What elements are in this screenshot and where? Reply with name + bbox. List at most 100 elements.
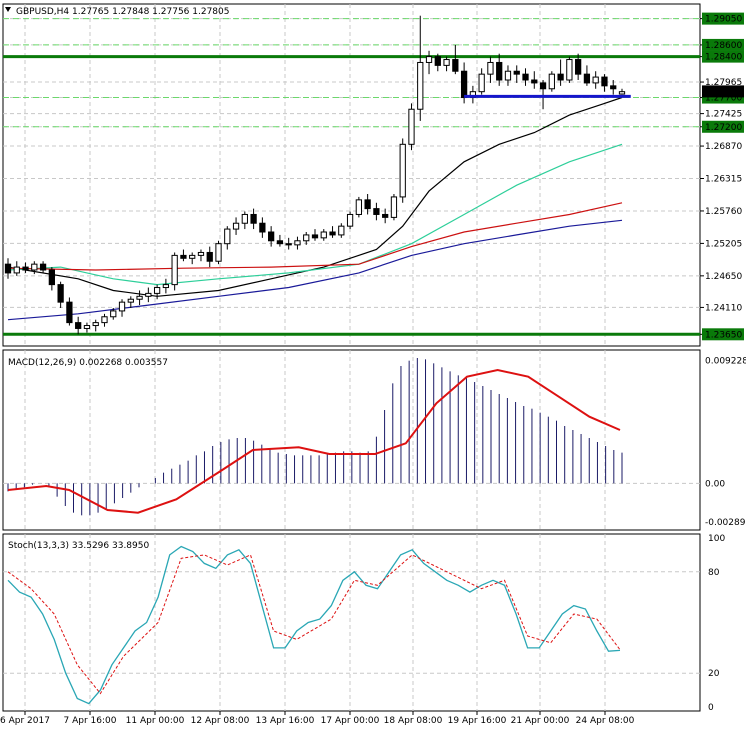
level-price-tag <box>702 120 744 133</box>
candle-body <box>268 231 275 242</box>
candle-body <box>557 73 564 81</box>
candle-body <box>66 301 73 324</box>
candle-body <box>311 234 319 239</box>
candle-body <box>364 199 371 210</box>
candle-body <box>575 59 582 75</box>
candle-body <box>145 292 152 297</box>
x-tick-label: 17 Apr 00:00 <box>321 716 380 726</box>
candle-body <box>434 56 441 66</box>
candle-body <box>197 251 205 256</box>
x-tick-label: 21 Apr 00:00 <box>511 716 570 726</box>
level-price-tag <box>702 38 744 51</box>
candle-body <box>601 76 608 87</box>
stoch-y-tick-label: 80 <box>708 568 720 578</box>
candle-body <box>171 254 178 286</box>
candle-body <box>583 73 591 84</box>
candle-body <box>452 59 459 72</box>
price-panel-frame <box>2 3 701 347</box>
candle-body <box>39 263 47 271</box>
macd-y-tick-label: -0.002895 <box>705 518 746 528</box>
y-tick-label: 1.26870 <box>705 142 742 152</box>
macd-y-tick-label: 0.00 <box>705 479 725 489</box>
x-tick-label: 12 Apr 08:00 <box>191 716 250 726</box>
candle-body <box>22 266 29 271</box>
candle-body <box>346 213 354 227</box>
candle-body <box>513 70 520 75</box>
candle-body <box>390 196 398 218</box>
candle-body <box>355 199 362 215</box>
triangle-down-icon <box>5 7 11 12</box>
candle-body <box>101 316 108 324</box>
current-price-tag <box>702 85 744 98</box>
candle-body <box>399 143 406 198</box>
candle-body <box>618 91 626 95</box>
level-price-label: 1.23650 <box>705 330 742 340</box>
candle-body <box>215 243 222 262</box>
candle-body <box>285 243 292 246</box>
candle-body <box>118 301 126 312</box>
candle-body <box>548 73 555 90</box>
candle-body <box>425 56 433 63</box>
candle-body <box>610 85 617 90</box>
y-tick-label: 1.27425 <box>705 110 742 120</box>
candle-body <box>232 222 240 230</box>
macd-title: MACD(12,26,9) 0.002268 0.003557 <box>8 358 168 368</box>
candle-body <box>259 222 266 233</box>
candle-body <box>13 266 20 274</box>
macd-panel-frame <box>2 349 701 531</box>
candle-body <box>478 73 485 93</box>
candle-body <box>250 213 257 224</box>
y-tick-label: 1.25760 <box>705 207 742 217</box>
stoch-main-line <box>7 545 621 705</box>
y-tick-label: 1.24650 <box>705 272 742 282</box>
candle-body <box>531 79 538 84</box>
macd-signal-line <box>7 368 621 514</box>
x-tick-label: 24 Apr 08:00 <box>576 716 635 726</box>
candle-body <box>31 263 38 271</box>
candle-body <box>180 254 187 259</box>
level-price-tag <box>702 12 744 25</box>
current-price-label: 1.27805 <box>705 87 742 97</box>
stoch-y-tick-label: 100 <box>708 534 725 544</box>
candle-body <box>329 231 336 236</box>
level-price-tag <box>702 328 744 341</box>
candle-body <box>110 310 117 318</box>
candle-body <box>162 284 170 289</box>
candle-body <box>83 325 91 329</box>
level-price-label: 1.29050 <box>705 15 742 25</box>
candle-body <box>496 61 503 81</box>
candle-body <box>460 70 468 99</box>
candle-body <box>189 254 196 259</box>
candle-body <box>592 76 599 84</box>
candle-body <box>408 108 415 145</box>
candle-body <box>136 295 143 300</box>
candle-body <box>338 225 345 236</box>
stoch-signal-line <box>7 554 621 695</box>
candle-body <box>417 61 424 110</box>
candle-body <box>206 251 213 262</box>
x-tick-label: 18 Apr 08:00 <box>384 716 443 726</box>
candle-body <box>4 263 12 274</box>
candle-body <box>522 73 529 81</box>
candle-body <box>382 213 389 218</box>
candle-body <box>566 59 573 81</box>
x-tick-label: 7 Apr 16:00 <box>64 716 117 726</box>
stoch-y-tick-label: 0 <box>708 703 714 713</box>
candle-body <box>57 284 64 303</box>
moving-average-line <box>7 202 623 271</box>
level-price-tag <box>702 50 744 63</box>
macd-y-tick-label: 0.009228 <box>705 356 746 366</box>
candle-body <box>504 70 512 81</box>
candle-body <box>294 240 301 246</box>
candle-body <box>48 269 55 286</box>
chart-header-label: GBPUSD,H4 1.27765 1.27848 1.27756 1.2780… <box>16 7 229 17</box>
stoch-panel-frame <box>2 533 701 712</box>
x-tick-label: 13 Apr 16:00 <box>256 716 315 726</box>
level-price-label: 1.27200 <box>705 123 742 133</box>
moving-average-line <box>7 96 623 297</box>
y-tick-label: 1.27965 <box>705 78 742 88</box>
candle-body <box>224 228 231 245</box>
stoch-title: Stoch(13,3,3) 33.5296 33.8950 <box>8 541 149 551</box>
